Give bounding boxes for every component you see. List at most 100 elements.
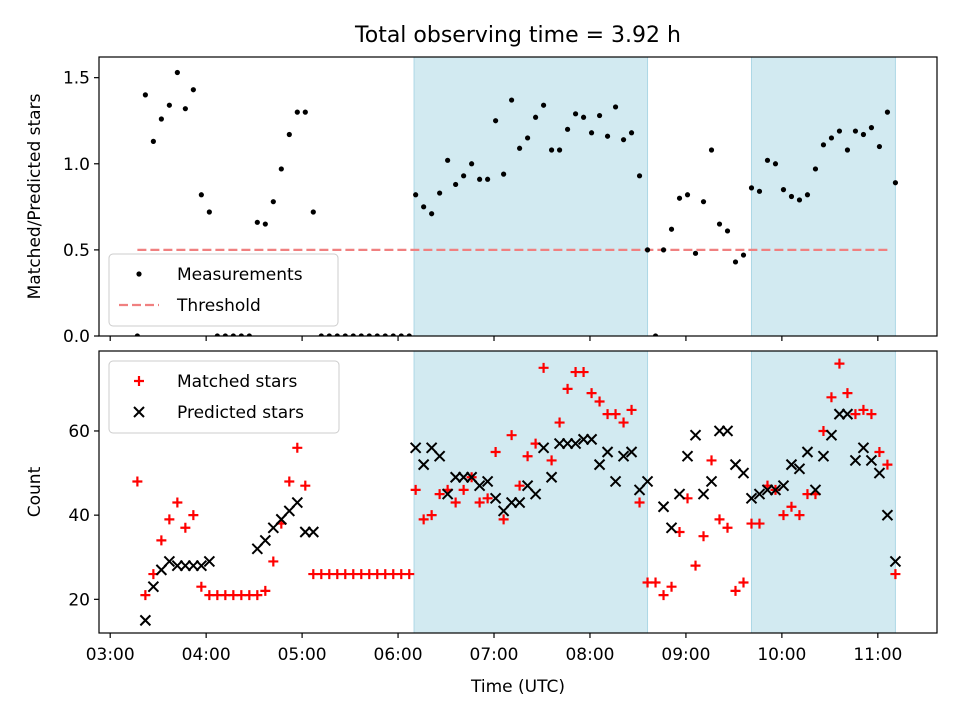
matched-star-point [882,459,893,470]
predicted-star-point [291,496,304,509]
measurement-point [748,185,755,191]
measurement-point [398,333,404,336]
measurement-point [429,211,435,217]
x-axis-label: Time (UTC) [470,677,565,697]
measurement-point [421,204,427,210]
predicted-star-point [195,559,208,572]
measurement-point [134,333,140,336]
matched-star-point [626,404,637,415]
predicted-star-point [529,488,542,500]
matched-star-point [874,447,885,458]
measurement-point [310,209,316,215]
legend: Measurements Threshold [108,253,339,327]
measurement-point [318,333,324,336]
predicted-star-point [801,446,814,458]
measurement-point [302,109,308,115]
matched-star-point [300,480,311,491]
matched-star-point [140,590,151,601]
matched-star-point [164,514,175,525]
measurement-point [437,190,443,196]
measurement-point [453,181,459,188]
predicted-star-point [593,458,606,471]
predicted-star-point [513,496,526,509]
matched-star-point [284,476,295,487]
measurement-point [756,188,763,194]
matched-star-point [866,409,877,420]
legend-label: Matched stars [177,372,297,392]
matched-star-point [658,590,669,601]
predicted-star-point [785,458,798,471]
measurement-point [604,133,611,139]
predicted-star-point [665,522,678,534]
measurement-point [278,166,284,172]
matched-star-point [506,430,517,441]
matched-star-point [666,581,677,592]
matched-star-point [172,497,183,508]
measurement-point [485,176,491,182]
matched-star-point [458,484,469,495]
predicted-star-point [641,475,654,488]
matched-star-point [156,535,167,546]
predicted-star-point [737,467,750,479]
matched-star-point [498,514,509,525]
measurement-point [820,142,827,148]
matched-star-point [690,560,701,571]
predicted-star-point [617,450,630,462]
matched-star-point [434,489,445,500]
x-tick-label: 09:00 [661,645,710,665]
measurement-point [374,333,380,336]
matched-star-point [268,556,279,567]
y-tick-label: 0.5 [63,241,90,261]
predicted-star-point [625,446,638,458]
measurement-point [493,118,499,124]
matched-star-point [698,531,709,542]
predicted-star-point [681,450,694,462]
matched-star-point [778,510,789,521]
measurement-point [724,228,731,234]
y-tick-label: 1.0 [63,155,90,175]
predicted-star-point [163,555,176,568]
predicted-star-point [697,488,710,500]
measurement-point [524,135,531,141]
predicted-star-point [307,526,320,538]
plot-area [134,57,899,336]
x-tick-label: 05:00 [278,645,327,665]
measurement-point [326,333,332,336]
predicted-star-point [825,429,838,441]
plot-area [132,351,902,633]
matched-star-point [188,510,199,521]
matched-star-point [482,493,493,504]
measurement-point [852,128,859,134]
measurement-point [222,333,228,336]
matched-star-point [890,569,901,580]
measurement-point [868,125,875,131]
figure-title: Total observing time = 3.92 h [354,23,681,48]
matched-star-point [450,497,461,508]
y-tick-label: 1.5 [63,69,90,89]
measurement-point [334,333,340,336]
measurement-point [150,138,156,144]
measurement-point [860,131,867,138]
measurement-point [270,199,276,205]
predicted-star-point [489,492,502,505]
matched-star-point [730,585,741,596]
measurement-point [262,221,268,227]
measurement-point [892,180,899,186]
measurement-point [836,128,843,134]
measurement-point [644,247,651,253]
predicted-star-point [793,463,806,475]
measurement-point [588,130,595,136]
predicted-star-point [721,425,734,437]
predicted-star-point [769,484,782,496]
measurement-point [564,126,571,132]
measurement-point [206,209,212,215]
predicted-star-point [585,433,598,446]
measurement-point [556,147,563,153]
y-tick-label: 20 [68,590,90,610]
measurement-point [596,112,603,119]
matched-star-point [794,510,805,521]
predicted-star-point [481,475,494,488]
predicted-star-point [259,534,272,547]
measurement-point [684,192,691,198]
predicted-star-point [809,484,822,496]
